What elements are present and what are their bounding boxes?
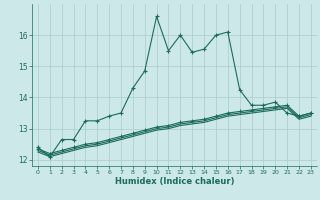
X-axis label: Humidex (Indice chaleur): Humidex (Indice chaleur) [115, 177, 234, 186]
